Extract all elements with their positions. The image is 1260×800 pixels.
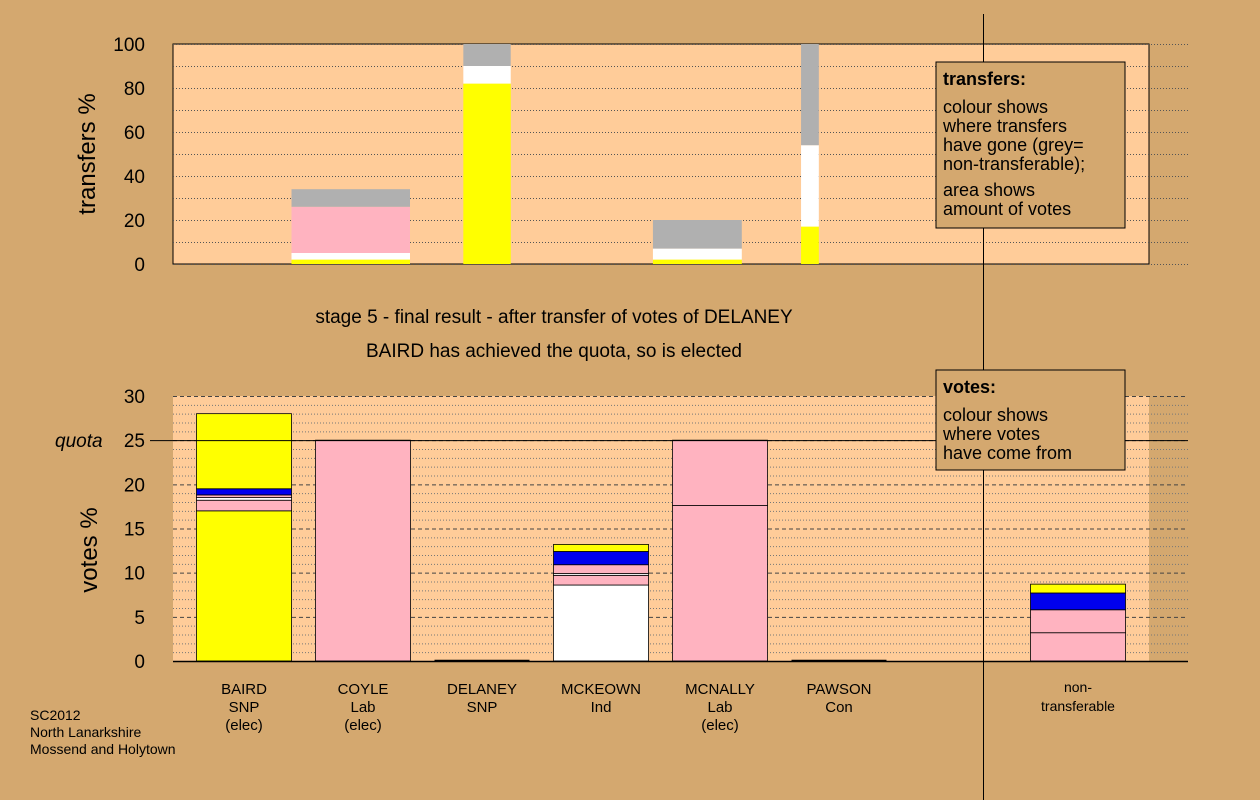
transfer-bar-segment	[463, 44, 511, 66]
candidate-status-label: (elec)	[344, 717, 382, 734]
nontransferable-bar-segment	[1030, 632, 1126, 662]
transfers-tick-label: 0	[134, 255, 145, 276]
candidate-bar-segment	[553, 551, 649, 566]
candidate-name-label: MCKEOWN	[561, 681, 641, 698]
transfers-legend-line: where transfers	[942, 116, 1067, 136]
quota-label: quota	[55, 431, 103, 452]
votes-legend-line: have come from	[943, 443, 1072, 463]
candidate-status-label: (elec)	[701, 717, 739, 734]
candidate-bar-segment	[553, 564, 649, 574]
transfers-tick-label: 80	[124, 79, 145, 100]
transfers-legend-title: transfers:	[943, 69, 1026, 89]
status-title: BAIRD has achieved the quota, so is elec…	[366, 341, 742, 362]
candidate-party-label: SNP	[467, 699, 498, 716]
transfers-tick-label: 60	[124, 123, 145, 144]
transfers-tick-label: 20	[124, 211, 145, 232]
candidate-party-label: SNP	[229, 699, 260, 716]
transfers-legend-line: colour shows	[943, 97, 1048, 117]
transfer-bar-segment	[291, 253, 410, 260]
footer-election: SC2012	[30, 707, 81, 723]
stage-title: stage 5 - final result - after transfer …	[315, 307, 793, 328]
transfer-bar-segment	[291, 206, 410, 253]
candidate-party-label: Lab	[350, 699, 375, 716]
candidate-party-label: Lab	[707, 699, 732, 716]
transfers-tick-label: 40	[124, 167, 145, 188]
footer-ward: Mossend and Holytown	[30, 741, 176, 757]
transfers-axis-label: transfers %	[74, 93, 101, 214]
votes-axis-label: votes %	[76, 507, 103, 592]
candidate-name-label: BAIRD	[221, 681, 267, 698]
votes-legend-line: colour shows	[943, 405, 1048, 425]
transfers-legend-line: area shows	[943, 180, 1035, 200]
candidate-party-label: Ind	[591, 699, 612, 716]
nontransferable-bar-segment	[1030, 592, 1126, 611]
transfers-legend-line: amount of votes	[943, 199, 1071, 219]
nontransferable-bar-segment	[1030, 583, 1126, 594]
transfer-bar-segment	[291, 189, 410, 207]
candidate-status-label: (elec)	[225, 717, 263, 734]
candidate-bar-segment	[553, 584, 649, 662]
candidate-name-label: DELANEY	[447, 681, 517, 698]
candidate-name-label: PAWSON	[806, 681, 871, 698]
votes-tick-label: 20	[124, 475, 145, 496]
candidate-name-label: COYLE	[338, 681, 389, 698]
transfer-bar-segment	[652, 220, 742, 249]
candidate-bar-segment	[196, 488, 292, 496]
candidate-bar-segment	[553, 574, 649, 586]
votes-tick-label: 25	[124, 431, 145, 452]
candidate-bar-segment	[196, 510, 292, 662]
votes-tick-label: 0	[134, 652, 145, 673]
nontransferable-bar-segment	[1030, 609, 1126, 634]
candidate-name-label: MCNALLY	[685, 681, 755, 698]
transfers-legend-line: have gone (grey=	[943, 135, 1084, 155]
candidate-bar-segment	[196, 413, 292, 490]
footer-council: North Lanarkshire	[30, 724, 141, 740]
transfer-bar-segment	[801, 145, 819, 227]
nontransferable-label: transferable	[1041, 698, 1115, 714]
votes-legend-line: where votes	[942, 424, 1040, 444]
candidate-bar-segment	[672, 439, 768, 506]
transfers-legend-box: transfers: colour shows where transfers …	[935, 61, 1126, 229]
bars-layer	[196, 44, 1126, 662]
candidate-party-label: Con	[825, 699, 853, 716]
transfer-bar-segment	[291, 259, 410, 264]
transfer-bar-segment	[652, 248, 742, 260]
candidate-bar-segment	[315, 439, 411, 662]
transfer-bar-segment	[801, 44, 819, 146]
transfer-bar-segment	[463, 66, 511, 84]
candidate-bar-segment	[553, 544, 649, 552]
transfer-bar-segment	[801, 226, 819, 264]
transfers-tick-label: 100	[113, 35, 145, 56]
nontransferable-label: non-	[1064, 679, 1092, 695]
candidate-bar-segment	[196, 499, 292, 512]
votes-tick-label: 15	[124, 520, 145, 541]
axes-layer: 0 20 40 60 80 100 transfers % quota 0 5 10 15 20 25 30…	[55, 14, 1188, 800]
transfer-bar-segment	[652, 259, 742, 264]
votes-tick-label: 5	[134, 608, 145, 629]
transfers-legend-line: non-transferable);	[943, 154, 1085, 174]
votes-legend-box: votes: colour shows where votes have com…	[935, 369, 1126, 471]
candidate-bar-segment	[672, 505, 768, 662]
votes-tick-label: 10	[124, 564, 145, 585]
votes-tick-label: 30	[124, 387, 145, 408]
votes-legend-title: votes:	[943, 377, 996, 397]
transfer-bar-segment	[463, 83, 511, 264]
